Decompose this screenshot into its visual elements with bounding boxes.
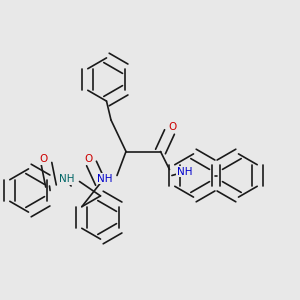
Text: O: O [84, 154, 93, 164]
Text: O: O [39, 154, 48, 164]
Text: NH: NH [59, 174, 75, 184]
Text: NH: NH [97, 173, 112, 184]
Text: NH: NH [177, 167, 193, 177]
Text: O: O [168, 122, 177, 133]
